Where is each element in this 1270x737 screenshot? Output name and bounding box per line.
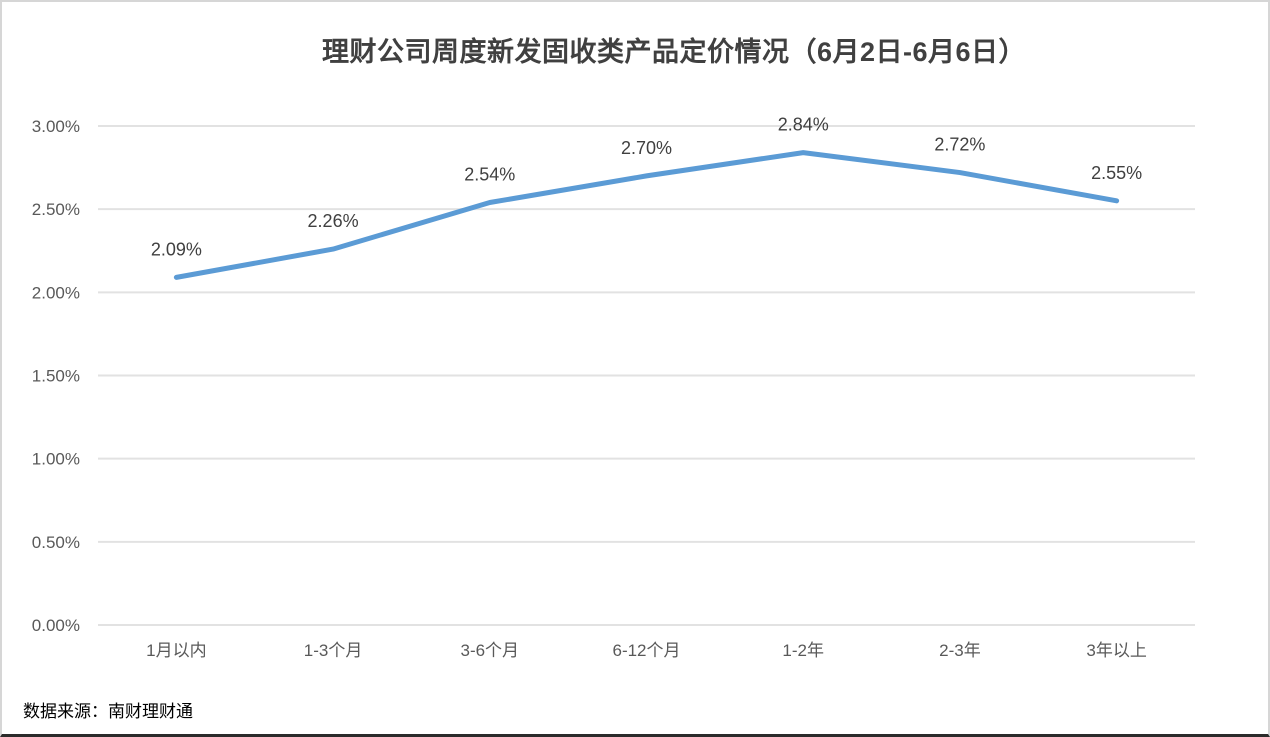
data-point-label: 2.54%: [464, 165, 515, 185]
x-axis-label: 1-2年: [782, 641, 824, 660]
data-point-label: 2.70%: [621, 138, 672, 158]
x-axis-label: 2-3年: [939, 641, 981, 660]
data-point-label: 2.55%: [1091, 163, 1142, 183]
y-axis-tick-label: 2.50%: [32, 200, 80, 219]
y-axis-tick-label: 0.50%: [32, 533, 80, 552]
y-axis-tick-label: 1.50%: [32, 367, 80, 386]
data-point-label: 2.26%: [308, 211, 359, 231]
x-axis-label: 1月以内: [146, 641, 206, 660]
data-point-label: 2.84%: [778, 115, 829, 135]
y-axis-tick-label: 2.00%: [32, 283, 80, 302]
data-source-note: 数据来源：南财理财通: [23, 702, 193, 721]
x-axis-label: 3年以上: [1086, 641, 1146, 660]
x-axis-label: 1-3个月: [304, 641, 363, 660]
y-axis-tick-label: 3.00%: [32, 117, 80, 136]
data-line: [173, 150, 1120, 280]
x-axis-label: 3-6个月: [460, 641, 519, 660]
x-axis-label: 6-12个月: [612, 641, 680, 660]
data-point-label: 2.72%: [934, 135, 985, 155]
chart-title: 理财公司周度新发固收类产品定价情况（6月2日-6月6日）: [321, 37, 1027, 67]
y-axis-tick-label: 0.00%: [32, 616, 80, 635]
y-axis-tick-label: 1.00%: [32, 450, 80, 469]
data-point-label: 2.09%: [151, 239, 202, 259]
